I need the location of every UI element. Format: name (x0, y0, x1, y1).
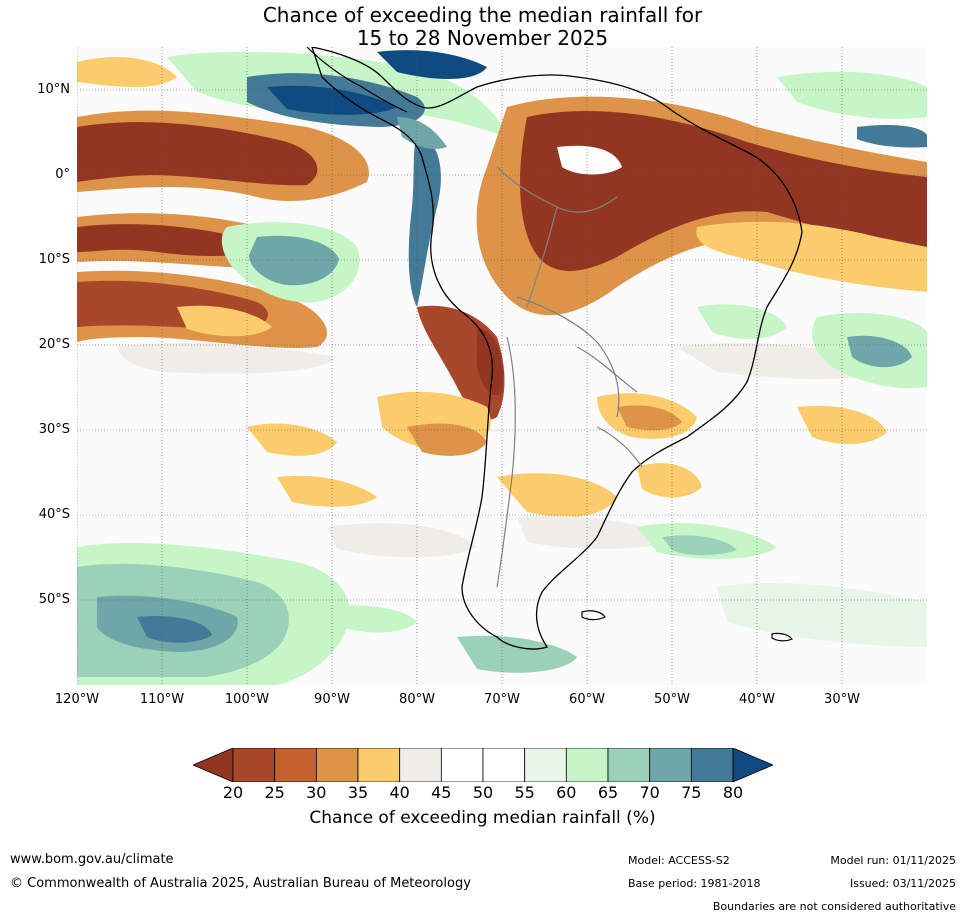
colorbar-label-30: 30 (306, 783, 327, 802)
lon-label-80w: 80°W (399, 692, 435, 707)
disclaimer-text: Boundaries are not considered authoritat… (712, 900, 956, 913)
map-svg (77, 47, 927, 685)
colorbar-label-20: 20 (222, 783, 244, 802)
issued-text: Issued: 03/11/2025 (849, 877, 956, 890)
colorbar-label-70: 70 (639, 783, 660, 802)
colorbar (193, 748, 773, 782)
lon-label-120w: 120°W (54, 692, 100, 707)
lon-label-60w: 60°W (569, 692, 605, 707)
colorbar-bin-75-80 (690, 748, 734, 782)
model-run-text: Model run: 01/11/2025 (830, 854, 956, 867)
lat-label-10s: 10°S (38, 252, 70, 267)
lon-label-100w: 100°W (224, 692, 270, 707)
colorbar-label-25: 25 (264, 783, 285, 802)
colorbar-under-arrow (193, 748, 234, 782)
colorbar-title: Chance of exceeding median rainfall (%) (309, 808, 656, 828)
colorbar-bin-65-70 (607, 748, 651, 782)
model-text: Model: ACCESS-S2 (628, 854, 730, 867)
lat-label-50s: 50°S (38, 592, 70, 607)
lon-label-70w: 70°W (484, 692, 520, 707)
colorbar-bin-30-35 (315, 748, 359, 782)
colorbar-bin-40-45 (399, 748, 442, 782)
colorbar-bin-55-60 (524, 748, 567, 782)
colorbar-bin-70-75 (649, 748, 692, 782)
website-link[interactable]: www.bom.gov.au/climate (10, 852, 174, 867)
lat-label-20s: 20°S (38, 337, 70, 352)
title-line-1: Chance of exceeding the median rainfall … (262, 3, 703, 27)
copyright-text: © Commonwealth of Australia 2025, Austra… (10, 876, 471, 891)
rainfall-map (77, 47, 927, 685)
colorbar-label-50: 50 (472, 783, 494, 802)
lon-label-30w: 30°W (824, 692, 860, 707)
lat-label-30s: 30°S (38, 422, 70, 437)
lat-label-10n: 10°N (37, 82, 70, 97)
colorbar-over-arrow (732, 748, 773, 782)
lon-label-40w: 40°W (739, 692, 775, 707)
colorbar-label-45: 45 (431, 783, 452, 802)
colorbar-label-65: 65 (597, 783, 619, 802)
colorbar-label-80: 80 (722, 783, 744, 802)
lon-label-110w: 110°W (139, 692, 185, 707)
colorbar-label-35: 35 (347, 783, 369, 802)
colorbar-bin-50-55 (482, 748, 526, 782)
colorbar-bin-45-50 (440, 748, 484, 782)
colorbar-bin-25-30 (274, 748, 317, 782)
lon-label-90w: 90°W (314, 692, 350, 707)
title-line-2: 15 to 28 November 2025 (356, 26, 609, 50)
colorbar-label-55: 55 (514, 783, 535, 802)
chart-title: Chance of exceeding the median rainfall … (0, 4, 965, 50)
lon-label-50w: 50°W (654, 692, 690, 707)
colorbar-label-40: 40 (389, 783, 410, 802)
colorbar-label-60: 60 (556, 783, 577, 802)
colorbar-label-75: 75 (681, 783, 702, 802)
lat-label-0: 0° (55, 167, 70, 182)
colorbar-bin-60-65 (565, 748, 609, 782)
base-period-text: Base period: 1981-2018 (628, 877, 761, 890)
colorbar-bin-35-40 (357, 748, 401, 782)
colorbar-bin-20-25 (232, 748, 276, 782)
lat-label-40s: 40°S (38, 507, 70, 522)
